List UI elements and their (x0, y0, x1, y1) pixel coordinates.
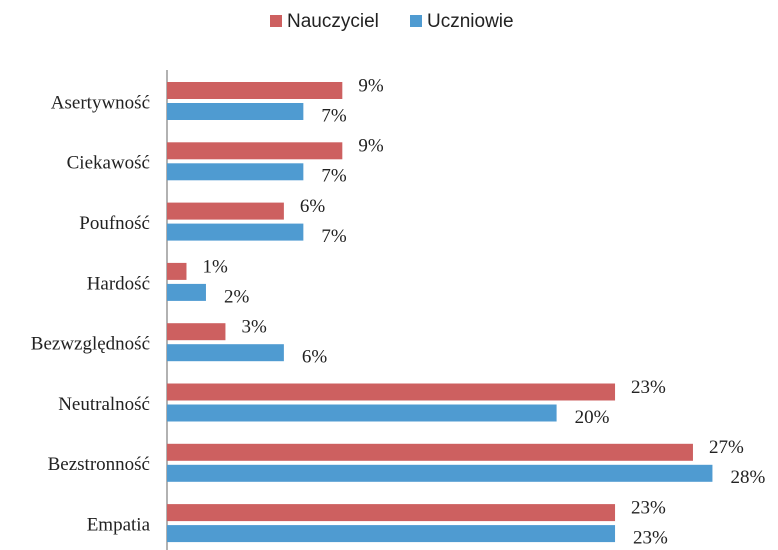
category-label: Bezwzględność (31, 334, 150, 355)
bar (167, 202, 284, 220)
bar (167, 383, 616, 401)
value-label: 3% (241, 317, 267, 338)
bar (167, 525, 616, 543)
value-label: 1% (202, 256, 228, 277)
value-label: 27% (709, 437, 744, 458)
category-label: Ciekawość (67, 153, 150, 174)
value-label: 6% (300, 196, 326, 217)
bar (167, 344, 284, 362)
legend: Nauczyciel Uczniowie (270, 11, 514, 32)
value-label: 9% (358, 75, 384, 96)
category-label: Bezstronność (48, 454, 150, 475)
value-label: 7% (321, 105, 347, 126)
value-label: 7% (321, 226, 347, 247)
value-label: 6% (302, 347, 328, 368)
category-label: Asertywność (51, 92, 150, 113)
bar (167, 82, 343, 99)
value-label: 9% (358, 136, 384, 157)
value-label: 20% (575, 407, 610, 428)
bar (167, 504, 616, 522)
value-label: 7% (321, 166, 347, 187)
value-label: 2% (224, 286, 250, 307)
bar (167, 283, 206, 301)
legend-label: Uczniowie (427, 11, 514, 32)
legend-swatch (270, 15, 282, 27)
category-label: Empatia (87, 514, 151, 535)
bar (167, 323, 226, 341)
bar (167, 103, 304, 120)
value-label: 23% (631, 497, 666, 518)
bar (167, 163, 304, 181)
value-label: 23% (633, 527, 668, 548)
category-label: Neutralność (58, 394, 150, 415)
legend-label: Nauczyciel (287, 11, 379, 32)
bar (167, 262, 187, 280)
value-label: 28% (730, 467, 765, 488)
value-label: 23% (631, 377, 666, 398)
bar (167, 142, 343, 160)
bar (167, 404, 557, 422)
bar (167, 223, 304, 241)
category-label: Hardość (87, 273, 150, 294)
category-label: Poufność (79, 213, 150, 234)
bar (167, 443, 693, 461)
bar (167, 464, 713, 482)
legend-swatch (410, 15, 422, 27)
